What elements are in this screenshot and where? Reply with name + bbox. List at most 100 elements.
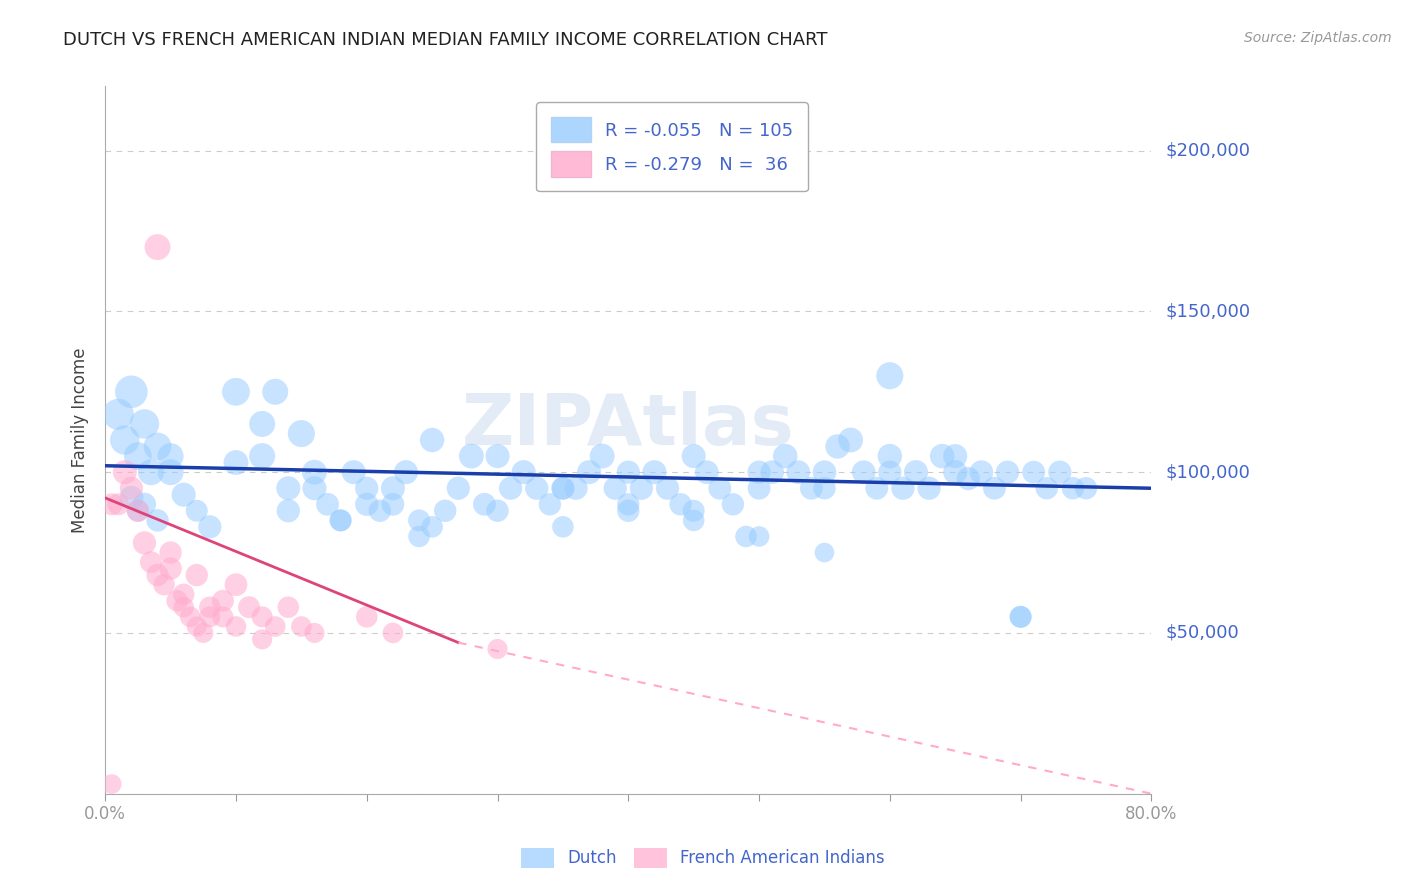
Point bbox=[250, 449, 273, 463]
Point bbox=[264, 619, 287, 633]
Point bbox=[146, 513, 169, 527]
Point bbox=[499, 481, 522, 495]
Point bbox=[800, 481, 823, 495]
Point bbox=[139, 555, 162, 569]
Point bbox=[159, 545, 181, 559]
Point bbox=[395, 465, 418, 479]
Point bbox=[1074, 481, 1097, 495]
Text: $150,000: $150,000 bbox=[1166, 302, 1250, 320]
Point bbox=[127, 504, 149, 518]
Point bbox=[735, 529, 758, 543]
Point bbox=[316, 497, 339, 511]
Point bbox=[605, 481, 627, 495]
Point bbox=[120, 491, 142, 505]
Point bbox=[198, 520, 221, 534]
Point bbox=[1049, 465, 1071, 479]
Point bbox=[100, 497, 122, 511]
Point bbox=[813, 481, 835, 495]
Point bbox=[277, 600, 299, 615]
Point bbox=[343, 465, 366, 479]
Point bbox=[381, 481, 404, 495]
Point bbox=[447, 481, 470, 495]
Point bbox=[748, 481, 770, 495]
Text: $100,000: $100,000 bbox=[1166, 463, 1250, 481]
Point bbox=[682, 449, 704, 463]
Point bbox=[356, 481, 378, 495]
Point bbox=[139, 465, 162, 479]
Point bbox=[277, 504, 299, 518]
Point bbox=[120, 481, 142, 495]
Point bbox=[198, 610, 221, 624]
Point bbox=[329, 513, 352, 527]
Point bbox=[159, 561, 181, 575]
Legend: Dutch, French American Indians: Dutch, French American Indians bbox=[515, 841, 891, 875]
Point bbox=[983, 481, 1005, 495]
Point bbox=[225, 456, 247, 470]
Point bbox=[146, 440, 169, 454]
Point bbox=[957, 472, 980, 486]
Point bbox=[578, 465, 600, 479]
Point bbox=[904, 465, 927, 479]
Point bbox=[290, 619, 312, 633]
Point bbox=[1022, 465, 1045, 479]
Point bbox=[198, 600, 221, 615]
Point bbox=[107, 407, 129, 421]
Point bbox=[721, 497, 744, 511]
Point bbox=[617, 465, 640, 479]
Point bbox=[787, 465, 810, 479]
Point bbox=[486, 642, 509, 657]
Point bbox=[486, 504, 509, 518]
Point bbox=[304, 481, 326, 495]
Point bbox=[551, 520, 574, 534]
Point bbox=[368, 504, 391, 518]
Point bbox=[434, 504, 457, 518]
Text: Source: ZipAtlas.com: Source: ZipAtlas.com bbox=[1244, 31, 1392, 45]
Point bbox=[879, 368, 901, 383]
Point bbox=[290, 426, 312, 441]
Point bbox=[100, 777, 122, 791]
Point bbox=[225, 619, 247, 633]
Point bbox=[943, 465, 966, 479]
Point bbox=[356, 610, 378, 624]
Point bbox=[551, 481, 574, 495]
Point bbox=[186, 619, 208, 633]
Point bbox=[748, 465, 770, 479]
Point bbox=[630, 481, 652, 495]
Point bbox=[669, 497, 692, 511]
Point bbox=[839, 433, 862, 447]
Point bbox=[225, 384, 247, 399]
Point bbox=[643, 465, 665, 479]
Point bbox=[657, 481, 679, 495]
Point bbox=[186, 568, 208, 582]
Point bbox=[173, 587, 195, 601]
Point bbox=[356, 497, 378, 511]
Point bbox=[486, 449, 509, 463]
Point bbox=[114, 465, 136, 479]
Point bbox=[250, 632, 273, 647]
Point bbox=[166, 594, 188, 608]
Point bbox=[173, 600, 195, 615]
Point bbox=[146, 240, 169, 254]
Point bbox=[304, 465, 326, 479]
Point bbox=[159, 449, 181, 463]
Point bbox=[212, 594, 235, 608]
Point bbox=[1010, 610, 1032, 624]
Point bbox=[193, 626, 215, 640]
Point bbox=[127, 449, 149, 463]
Point bbox=[526, 481, 548, 495]
Point bbox=[460, 449, 482, 463]
Point bbox=[997, 465, 1019, 479]
Point bbox=[107, 497, 129, 511]
Point bbox=[617, 504, 640, 518]
Point bbox=[277, 481, 299, 495]
Point bbox=[250, 610, 273, 624]
Point bbox=[866, 481, 889, 495]
Point bbox=[682, 513, 704, 527]
Point bbox=[1062, 481, 1084, 495]
Text: $200,000: $200,000 bbox=[1166, 142, 1250, 160]
Point bbox=[212, 610, 235, 624]
Text: DUTCH VS FRENCH AMERICAN INDIAN MEDIAN FAMILY INCOME CORRELATION CHART: DUTCH VS FRENCH AMERICAN INDIAN MEDIAN F… bbox=[63, 31, 828, 49]
Point bbox=[186, 504, 208, 518]
Point bbox=[852, 465, 875, 479]
Point bbox=[134, 536, 156, 550]
